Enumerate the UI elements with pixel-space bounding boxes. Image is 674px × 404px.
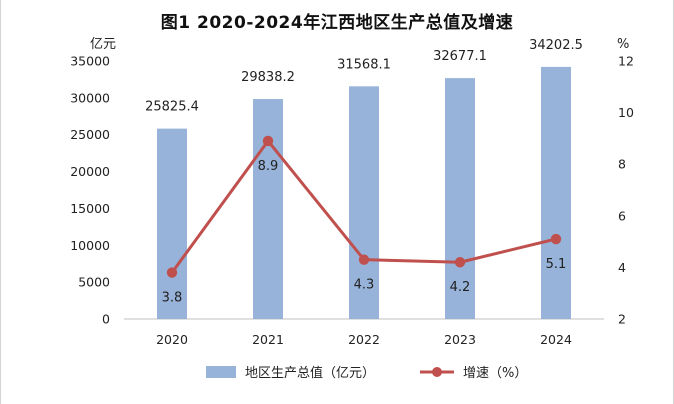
growth-value-label: 8.9 xyxy=(258,159,279,174)
left-tick-label: 20000 xyxy=(70,164,110,179)
x-tick-label: 2022 xyxy=(348,332,380,347)
left-tick-label: 25000 xyxy=(70,127,110,142)
x-tick-label: 2024 xyxy=(540,332,572,347)
bar xyxy=(253,99,283,320)
right-tick-label: 6 xyxy=(618,208,626,223)
bar-value-label: 29838.2 xyxy=(241,70,295,85)
right-tick-label: 8 xyxy=(618,157,626,172)
line-point xyxy=(262,135,274,147)
growth-value-label: 5.1 xyxy=(546,257,567,272)
bar-value-label: 31568.1 xyxy=(337,57,391,72)
line-point xyxy=(166,267,178,278)
bar-value-label: 32677.1 xyxy=(433,49,487,64)
right-tick-label: 10 xyxy=(618,105,634,120)
line-point xyxy=(358,254,370,265)
right-axis-ticks: 2 4 6 8 10 12 xyxy=(618,54,634,327)
bar xyxy=(445,78,475,319)
growth-value-label: 4.3 xyxy=(354,278,375,293)
growth-value-label: 4.2 xyxy=(450,280,471,295)
line-point xyxy=(454,257,466,268)
bar-value-label: 25825.4 xyxy=(145,100,199,115)
data-labels: 25825.4 29838.2 31568.1 32677.1 34202.5 3.8 8.… xyxy=(145,38,583,306)
right-tick-label: 4 xyxy=(618,260,626,275)
right-tick-label: 2 xyxy=(618,312,626,327)
legend-bar-swatch xyxy=(206,366,236,378)
left-tick-label: 10000 xyxy=(70,238,110,253)
legend-line-label: 增速（%） xyxy=(463,366,527,381)
bar xyxy=(541,66,571,319)
left-tick-label: 30000 xyxy=(70,90,110,105)
line-point xyxy=(550,233,562,245)
left-tick-label: 35000 xyxy=(70,54,110,69)
x-tick-label: 2021 xyxy=(252,332,284,347)
bar xyxy=(157,128,187,319)
bar-value-label: 34202.5 xyxy=(529,38,583,53)
right-tick-label: 12 xyxy=(618,54,634,69)
growth-value-label: 3.8 xyxy=(162,291,183,306)
left-tick-label: 15000 xyxy=(70,201,110,216)
x-axis: 2020 2021 2022 2023 2024 xyxy=(124,318,604,347)
line-series xyxy=(166,135,562,278)
left-tick-label: 0 xyxy=(102,312,110,327)
bar-series xyxy=(157,66,571,320)
bar xyxy=(349,86,379,319)
left-axis-ticks: 0 5000 10000 15000 20000 25000 30000 35000 xyxy=(70,54,110,327)
left-tick-label: 5000 xyxy=(78,275,110,290)
legend: 地区生产总值（亿元） 增速（%） xyxy=(206,365,527,381)
right-axis-unit: % xyxy=(617,37,629,52)
x-tick-label: 2020 xyxy=(156,332,188,347)
chart-title: 图1 2020-2024年江西地区生产总值及增速 xyxy=(160,13,514,33)
left-axis-unit: 亿元 xyxy=(90,37,116,52)
legend-bar-label: 地区生产总值（亿元） xyxy=(245,365,375,381)
x-tick-label: 2023 xyxy=(444,332,476,347)
legend-line-marker xyxy=(432,367,442,377)
